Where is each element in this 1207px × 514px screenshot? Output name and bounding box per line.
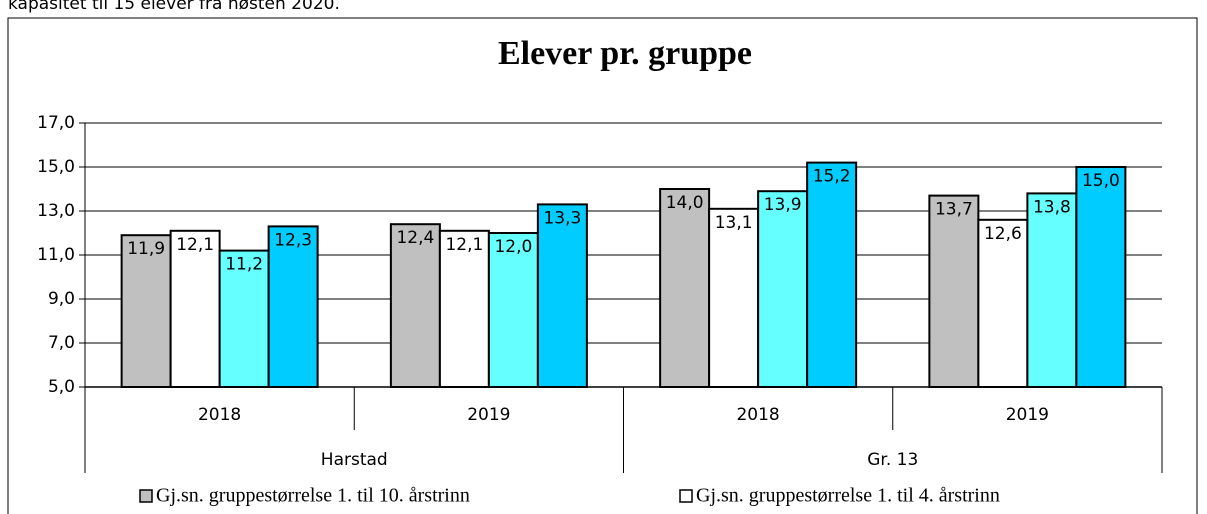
data-label: 12,1: [445, 235, 483, 255]
bar: [218, 249, 270, 388]
legend-swatch: [139, 489, 153, 503]
data-label: 13,1: [715, 213, 753, 233]
data-label: 12,1: [176, 235, 214, 255]
bar: [1075, 166, 1127, 388]
bar: [389, 223, 441, 388]
group-label: Gr. 13: [867, 450, 918, 470]
data-label: 13,3: [543, 208, 581, 228]
y-tick-label: 13,0: [37, 201, 75, 221]
x-tick-label: 2018: [198, 405, 241, 425]
bar: [1026, 192, 1078, 388]
data-label: 15,2: [813, 167, 851, 187]
bar: [806, 161, 858, 388]
data-label: 14,0: [666, 193, 704, 213]
data-label: 11,9: [127, 239, 165, 259]
bar: [267, 225, 319, 388]
y-tick-label: 5,0: [48, 377, 75, 397]
bar: [536, 203, 588, 388]
data-label: 13,8: [1033, 197, 1071, 217]
data-label: 15,0: [1082, 171, 1120, 191]
legend-swatch: [679, 489, 693, 503]
chart-frame: [7, 17, 1198, 514]
bar: [928, 194, 980, 388]
bar: [659, 188, 711, 388]
y-tick-label: 17,0: [37, 113, 75, 133]
y-tick-label: 9,0: [48, 289, 75, 309]
bar: [757, 190, 809, 388]
data-label: 12,6: [984, 224, 1022, 244]
bar: [977, 218, 1029, 388]
data-label: 11,2: [225, 255, 263, 275]
y-tick-label: 11,0: [37, 245, 75, 265]
x-tick-label: 2019: [467, 405, 510, 425]
data-label: 13,9: [764, 195, 802, 215]
y-tick-label: 15,0: [37, 157, 75, 177]
data-label: 12,0: [494, 237, 532, 257]
data-label: 13,7: [935, 200, 973, 220]
data-label: 12,4: [396, 228, 434, 248]
x-tick-label: 2018: [736, 405, 779, 425]
intro-text: kapasitet til 15 elever fra høsten 2020.: [8, 0, 340, 14]
y-tick-label: 7,0: [48, 333, 75, 353]
legend-label: Gj.sn. gruppestørrelse 1. til 4. årstrin…: [696, 485, 1000, 507]
bar: [169, 229, 221, 388]
data-label: 12,3: [274, 230, 312, 250]
x-tick-label: 2019: [1006, 405, 1049, 425]
bar: [708, 207, 760, 388]
group-label: Harstad: [321, 450, 388, 470]
chart-title: Elever pr. gruppe: [498, 35, 752, 72]
legend-label: Gj.sn. gruppestørrelse 1. til 10. årstri…: [156, 485, 470, 507]
